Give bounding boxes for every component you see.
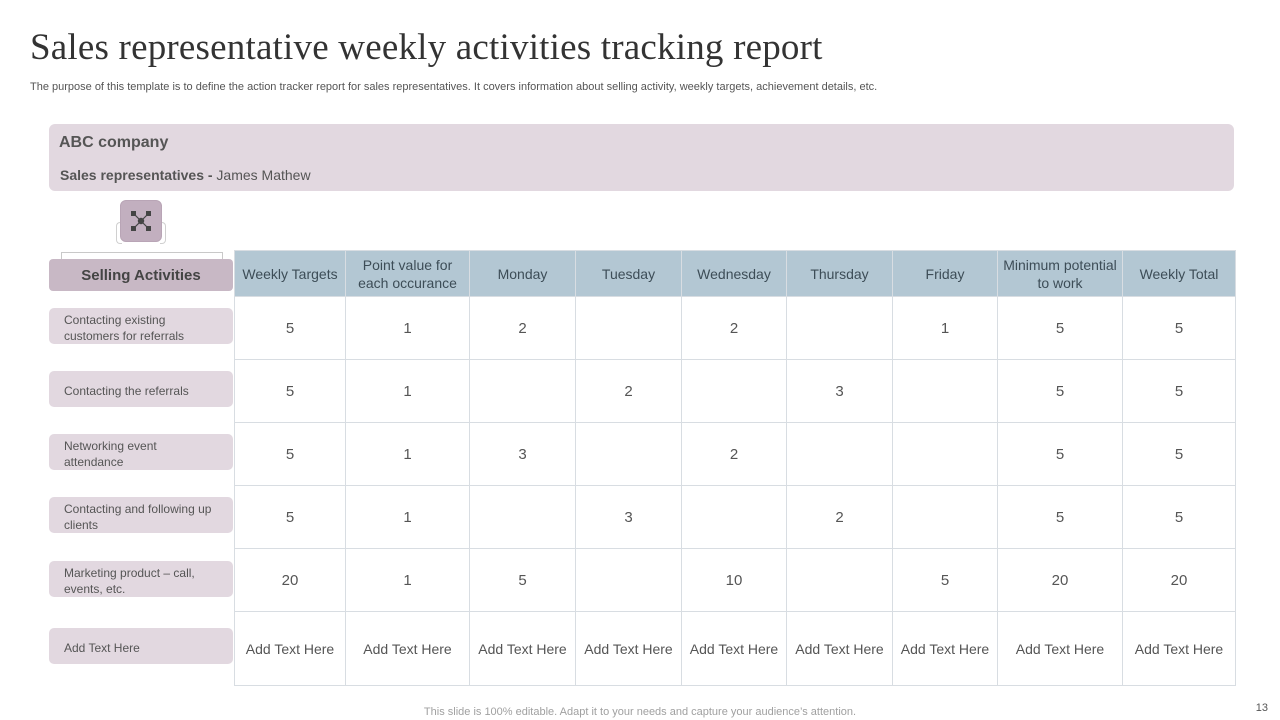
table-cell: 5 <box>1122 296 1236 360</box>
table-cell <box>681 485 787 549</box>
column-header-weekly-targets: Weekly Targets <box>234 250 346 297</box>
activity-tracking-table: Weekly Targets Point value for each occu… <box>234 250 1236 686</box>
table-cell <box>892 485 998 549</box>
table-cell <box>786 296 893 360</box>
footer-note: This slide is 100% editable. Adapt it to… <box>423 706 857 718</box>
table-cell <box>681 359 787 423</box>
table-cell: 10 <box>681 548 787 612</box>
table-cell <box>575 422 682 486</box>
table-cell: 1 <box>345 485 470 549</box>
connector-line <box>61 252 62 260</box>
table-cell: 1 <box>345 296 470 360</box>
table-cell <box>575 296 682 360</box>
icon-bracket-left <box>116 222 122 244</box>
column-header-tuesday: Tuesday <box>575 250 682 297</box>
table-cell: Add Text Here <box>681 611 787 686</box>
selling-activities-header: Selling Activities <box>49 259 233 291</box>
table-cell: 5 <box>892 548 998 612</box>
column-header-thursday: Thursday <box>786 250 893 297</box>
sales-rep-line: Sales representatives - James Mathew <box>60 167 311 183</box>
table-header-row: Weekly Targets Point value for each occu… <box>234 250 1236 297</box>
table-cell: 1 <box>345 548 470 612</box>
column-header-minimum-potential: Minimum potential to work <box>997 250 1123 297</box>
table-cell: 5 <box>1122 359 1236 423</box>
column-header-wednesday: Wednesday <box>681 250 787 297</box>
table-cell: 5 <box>997 485 1123 549</box>
page-number: 13 <box>1255 702 1268 714</box>
table-cell: 3 <box>469 422 576 486</box>
connector-line <box>61 252 223 253</box>
activity-label: Add Text Here <box>49 628 233 664</box>
table-cell: 5 <box>234 422 346 486</box>
table-cell <box>892 359 998 423</box>
table-cell: 5 <box>997 422 1123 486</box>
table-cell: Add Text Here <box>575 611 682 686</box>
table-cell: 5 <box>997 296 1123 360</box>
connector-line <box>222 252 223 260</box>
table-row: 5 1 3 2 5 5 <box>234 485 1236 549</box>
table-row: 5 1 2 2 1 5 5 <box>234 296 1236 360</box>
table-row: 20 1 5 10 5 20 20 <box>234 548 1236 612</box>
page-title: Sales representative weekly activities t… <box>30 27 823 68</box>
table-cell: 5 <box>1122 422 1236 486</box>
table-cell: 5 <box>997 359 1123 423</box>
table-cell: 1 <box>892 296 998 360</box>
activity-label: Networking event attendance <box>49 434 233 470</box>
table-cell: Add Text Here <box>892 611 998 686</box>
table-cell: Add Text Here <box>469 611 576 686</box>
table-cell: Add Text Here <box>1122 611 1236 686</box>
table-cell: 5 <box>234 485 346 549</box>
activity-label: Marketing product – call, events, etc. <box>49 561 233 597</box>
sales-rep-name: James Mathew <box>216 167 311 183</box>
table-cell: 2 <box>469 296 576 360</box>
page-subtitle: The purpose of this template is to defin… <box>30 81 878 93</box>
table-cell: Add Text Here <box>234 611 346 686</box>
table-cell: 20 <box>234 548 346 612</box>
table-cell: 20 <box>1122 548 1236 612</box>
activity-label: Contacting the referrals <box>49 371 233 407</box>
table-cell: 1 <box>345 359 470 423</box>
table-cell: 5 <box>1122 485 1236 549</box>
table-cell <box>469 485 576 549</box>
icon-bracket-right <box>160 222 166 244</box>
company-name: ABC company <box>59 134 169 151</box>
table-cell <box>786 422 893 486</box>
table-cell: 2 <box>681 296 787 360</box>
table-cell: 2 <box>575 359 682 423</box>
table-cell: Add Text Here <box>345 611 470 686</box>
activity-label: Contacting and following up clients <box>49 497 233 533</box>
table-cell: 3 <box>575 485 682 549</box>
table-cell <box>892 422 998 486</box>
table-cell: 1 <box>345 422 470 486</box>
sales-rep-label: Sales representatives - <box>60 167 213 183</box>
network-icon <box>120 200 162 242</box>
table-cell <box>469 359 576 423</box>
table-row: 5 1 2 3 5 5 <box>234 359 1236 423</box>
table-cell: Add Text Here <box>786 611 893 686</box>
table-cell: 5 <box>469 548 576 612</box>
table-cell: 20 <box>997 548 1123 612</box>
table-cell: Add Text Here <box>997 611 1123 686</box>
table-cell: 5 <box>234 359 346 423</box>
activity-label: Contacting existing customers for referr… <box>49 308 233 344</box>
table-cell: 2 <box>786 485 893 549</box>
table-cell <box>786 548 893 612</box>
table-cell: 5 <box>234 296 346 360</box>
table-cell: 3 <box>786 359 893 423</box>
company-banner: ABC company Sales representatives - Jame… <box>49 124 1234 191</box>
table-cell: 2 <box>681 422 787 486</box>
table-cell <box>575 548 682 612</box>
column-header-weekly-total: Weekly Total <box>1122 250 1236 297</box>
column-header-monday: Monday <box>469 250 576 297</box>
table-row: 5 1 3 2 5 5 <box>234 422 1236 486</box>
table-row: Add Text Here Add Text Here Add Text Her… <box>234 611 1236 686</box>
column-header-friday: Friday <box>892 250 998 297</box>
column-header-point-value: Point value for each occurance <box>345 250 470 297</box>
